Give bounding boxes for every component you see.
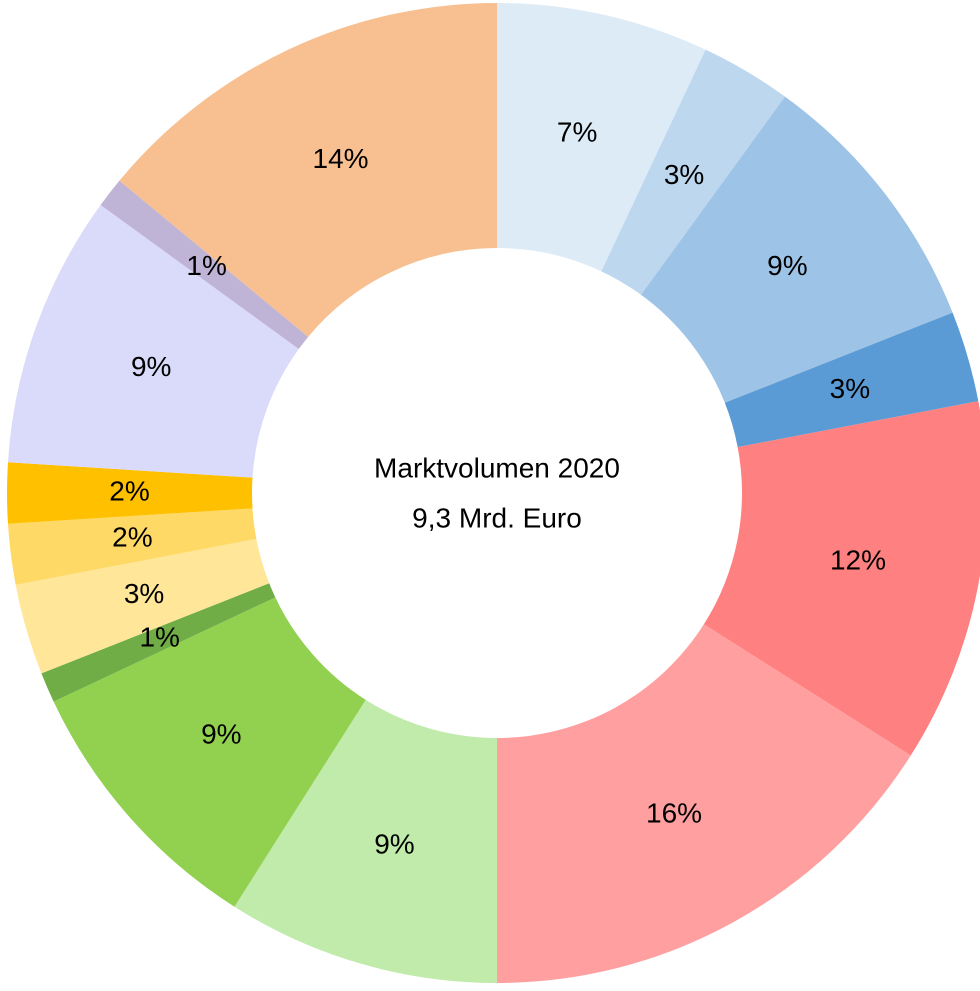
value-label: 9% [201,718,241,749]
value-label: 16% [646,797,702,828]
value-label: 1% [186,250,226,281]
center-label: 9,3 Mrd. Euro [412,502,582,533]
value-label: 9% [374,828,414,859]
slice [601,49,786,295]
slice [7,508,257,585]
value-label: 9% [131,351,171,382]
value-label: 12% [830,544,886,575]
value-label: 2% [109,475,149,506]
slice [703,401,980,756]
slice [724,312,979,448]
center-label: Marktvolumen 2020 [374,452,620,483]
slice [6,462,253,524]
slice [497,3,706,272]
value-label: 9% [767,250,807,281]
value-label: 7% [557,117,597,148]
slice [234,699,497,983]
value-label: 14% [313,143,369,174]
slice [119,3,497,337]
slice [641,96,953,403]
value-label: 3% [664,159,704,190]
slice [497,624,911,983]
value-label: 1% [139,621,179,652]
slice [7,204,299,478]
value-label: 3% [830,373,870,404]
slice [15,538,270,674]
slice [53,597,366,907]
slice [41,583,276,702]
value-label: 2% [112,521,152,552]
slice [100,180,309,349]
value-label: 3% [124,578,164,609]
